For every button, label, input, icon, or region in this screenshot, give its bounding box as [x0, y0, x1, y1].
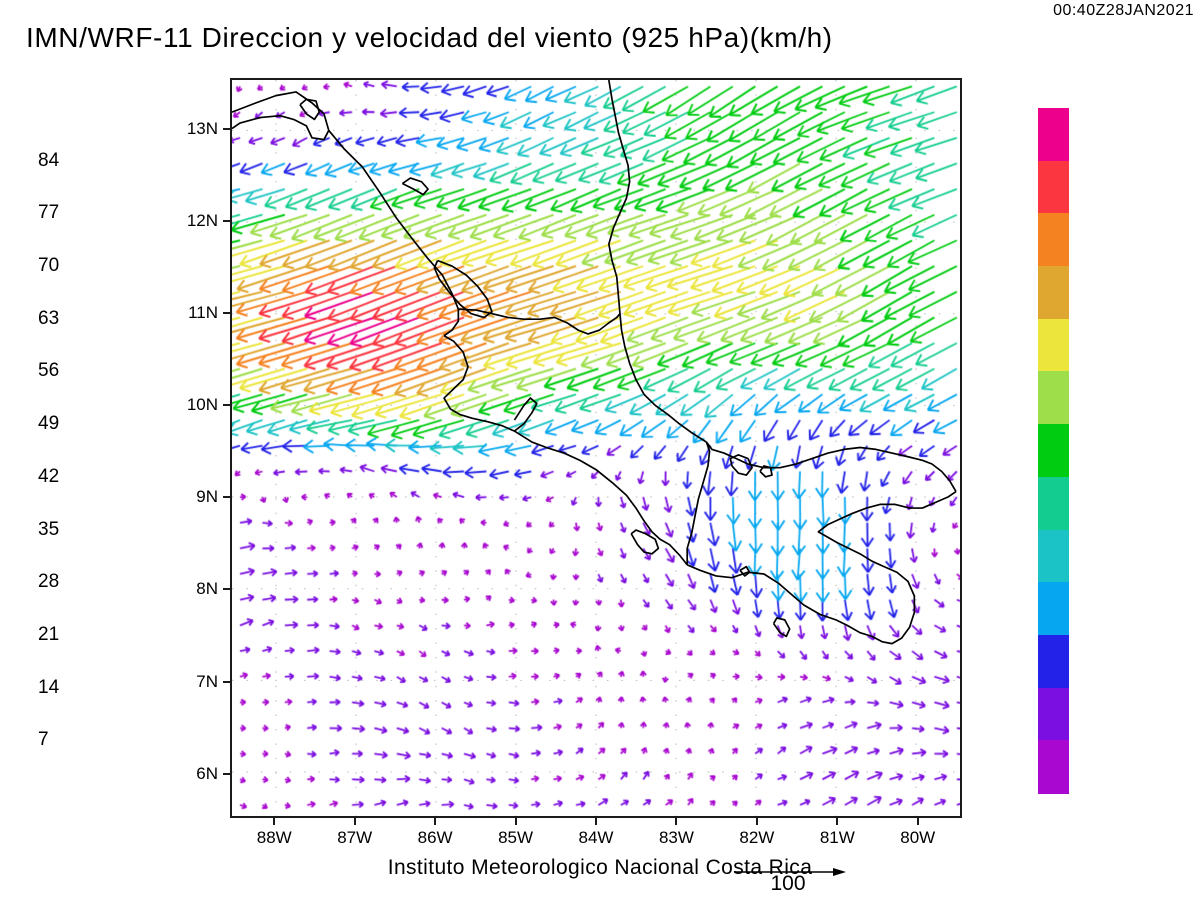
x-axis-tick — [273, 818, 276, 825]
y-axis-tick — [223, 404, 230, 407]
colorbar-tick-label: 21 — [38, 623, 60, 645]
colorbar-tick-label: 42 — [38, 465, 60, 487]
x-axis-tick — [675, 818, 678, 825]
x-axis-tick-label: 82W — [739, 828, 775, 847]
colorbar-band — [1038, 318, 1069, 373]
reference-vector-label: 100 — [770, 872, 806, 895]
footer-credit: Instituto Meteorologico Nacional Costa R… — [387, 856, 813, 879]
colorbar-band — [1038, 634, 1069, 689]
colorbar-tick-label: 28 — [38, 571, 60, 593]
colorbar-tick-label: 63 — [38, 307, 60, 329]
y-axis-tick-label: 8N — [196, 579, 218, 599]
x-axis-tick-label: 87W — [337, 828, 373, 847]
x-axis-tick — [434, 818, 437, 825]
x-axis-tick-label: 83W — [658, 828, 694, 847]
colorbar-band — [1038, 160, 1069, 214]
y-axis-tick-label: 6N — [196, 763, 218, 783]
colorbar-tick-label: 14 — [38, 676, 60, 698]
x-axis-tick-label: 81W — [819, 828, 855, 847]
x-axis-tick — [595, 818, 597, 825]
colorbar-band — [1038, 476, 1069, 531]
reference-vector-arrow — [734, 868, 846, 876]
y-axis-tick-label: 9N — [196, 487, 218, 507]
colorbar-band — [1038, 108, 1069, 162]
x-axis-tick-label: 80W — [900, 828, 936, 847]
x-axis-tick — [836, 818, 839, 825]
colorbar-tick-label: 70 — [38, 255, 60, 277]
y-axis-tick-label: 10N — [186, 395, 218, 415]
y-axis-tick-label: 13N — [186, 118, 218, 138]
colorbar-band — [1038, 266, 1069, 320]
speed-colorbar — [1038, 108, 1069, 794]
colorbar-tick-label: 49 — [38, 413, 60, 435]
x-axis-tick-label: 84W — [578, 828, 614, 847]
wind-map-plot — [230, 78, 962, 818]
colorbar-band — [1038, 740, 1069, 794]
colorbar-band — [1038, 582, 1069, 636]
valid-time-stamp: 00:40Z28JAN2021 — [1053, 2, 1194, 19]
y-axis-tick — [223, 496, 230, 499]
x-axis-tick-label: 85W — [498, 828, 534, 847]
colorbar-band — [1038, 687, 1069, 741]
coastline-overlay — [232, 80, 957, 645]
y-axis-tick — [223, 127, 230, 130]
colorbar-tick-label: 7 — [38, 729, 49, 751]
x-axis-tick-label: 86W — [417, 828, 453, 847]
colorbar-band — [1038, 371, 1069, 425]
x-axis-tick — [353, 818, 356, 825]
y-axis-tick-label: 11N — [188, 302, 218, 322]
x-axis-tick — [755, 818, 758, 825]
colorbar-band — [1038, 529, 1069, 583]
y-axis-tick — [223, 772, 230, 775]
x-axis-tick — [514, 818, 517, 825]
colorbar-tick-label: 84 — [38, 149, 60, 171]
colorbar-tick-label: 35 — [38, 518, 60, 540]
x-axis-tick-label: 88W — [256, 828, 292, 847]
page-title: IMN/WRF-11 Direccion y velocidad del vie… — [26, 22, 833, 53]
wind-vector-field — [232, 80, 960, 816]
y-axis-tick — [223, 680, 230, 683]
colorbar-tick-label: 56 — [38, 360, 60, 382]
y-axis-tick — [223, 219, 230, 222]
colorbar-band — [1038, 213, 1069, 267]
y-axis-tick-label: 7N — [196, 671, 218, 691]
y-axis-tick — [223, 588, 230, 591]
colorbar-tick-label: 77 — [38, 202, 60, 224]
x-axis-tick — [916, 818, 919, 825]
y-axis-tick — [223, 311, 230, 314]
colorbar-band — [1038, 424, 1069, 478]
y-axis-tick-label: 12N — [186, 210, 218, 230]
